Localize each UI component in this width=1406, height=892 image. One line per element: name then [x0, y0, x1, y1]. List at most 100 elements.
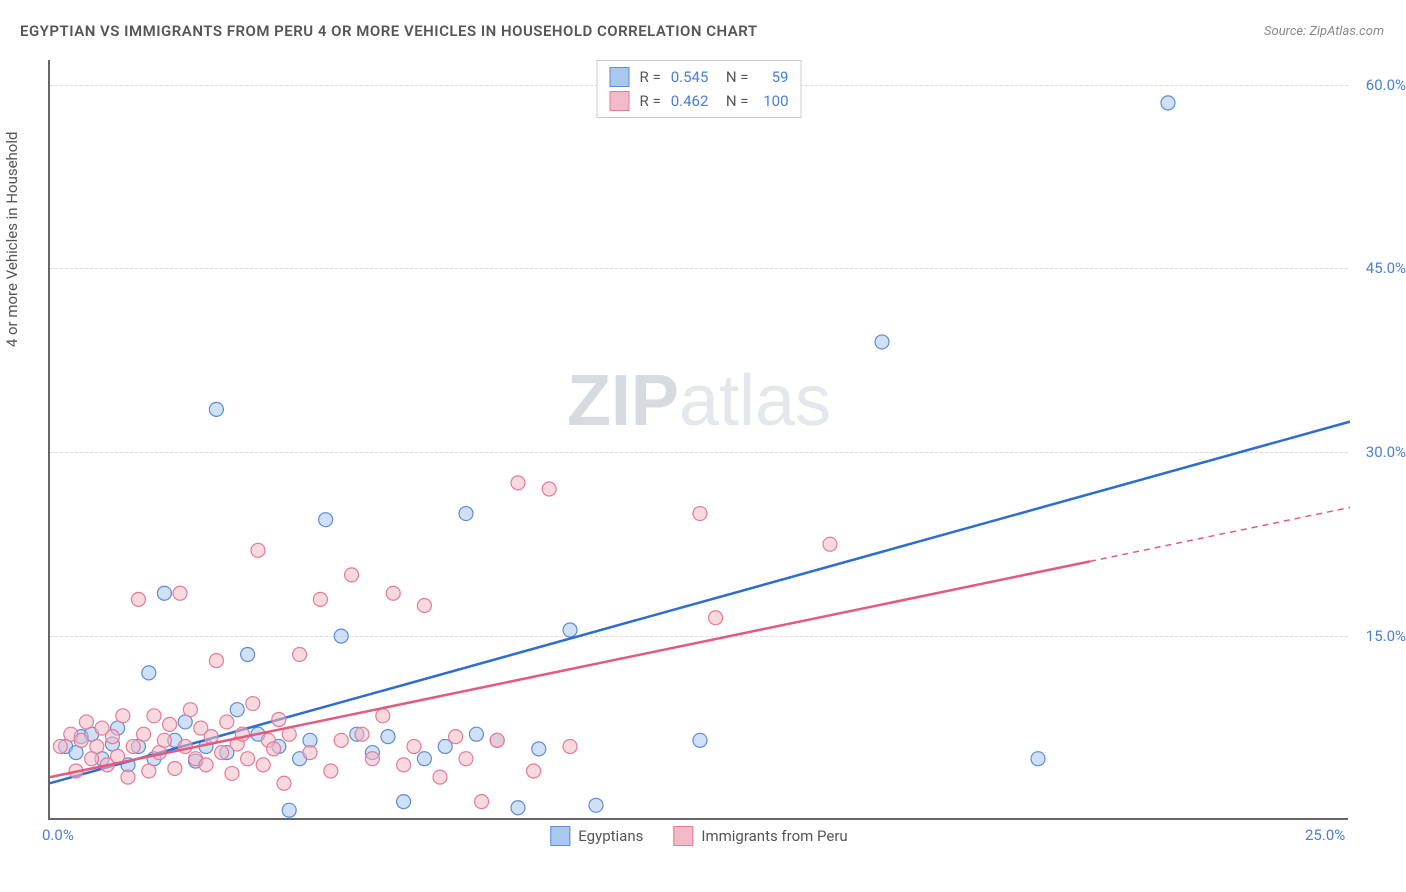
scatter-point — [293, 648, 307, 662]
legend-row-1: R = 0.462 N = 100 — [610, 89, 789, 113]
x-tick-label: 25.0% — [1305, 826, 1345, 844]
scatter-point — [376, 709, 390, 723]
scatter-point — [251, 543, 265, 557]
r-label: R = — [640, 68, 661, 86]
scatter-point — [183, 703, 197, 717]
scatter-point — [589, 798, 603, 812]
scatter-point — [527, 764, 541, 778]
scatter-point — [277, 776, 291, 790]
scatter-point — [178, 739, 192, 753]
scatter-point — [256, 758, 270, 772]
scatter-point — [397, 758, 411, 772]
scatter-point — [511, 476, 525, 490]
source-name: ZipAtlas.com — [1309, 24, 1384, 39]
scatter-point — [563, 739, 577, 753]
scatter-point — [693, 733, 707, 747]
bottom-legend: Egyptians Immigrants from Peru — [550, 826, 847, 846]
bottom-legend-label-0: Egyptians — [578, 827, 643, 845]
scatter-point — [126, 739, 140, 753]
scatter-point — [116, 709, 130, 723]
scatter-point — [407, 739, 421, 753]
scatter-point — [241, 752, 255, 766]
chart-title: EGYPTIAN VS IMMIGRANTS FROM PERU 4 OR MO… — [20, 22, 758, 40]
scatter-point — [142, 764, 156, 778]
y-tick-label: 15.0% — [1366, 627, 1406, 645]
scatter-point — [241, 648, 255, 662]
r-label: R = — [640, 92, 661, 110]
x-tick-label: 0.0% — [42, 826, 74, 844]
n-value-0: 59 — [759, 68, 789, 86]
legend-swatch-0 — [610, 67, 630, 87]
scatter-point — [173, 586, 187, 600]
scatter-point — [225, 766, 239, 780]
scatter-point — [1161, 96, 1175, 110]
bottom-legend-label-1: Immigrants from Peru — [701, 827, 847, 845]
scatter-point — [386, 586, 400, 600]
scatter-point — [324, 764, 338, 778]
scatter-point — [459, 507, 473, 521]
scatter-point — [230, 703, 244, 717]
scatter-point — [345, 568, 359, 582]
scatter-point — [313, 592, 327, 606]
scatter-point — [74, 733, 88, 747]
y-axis-label: 4 or more Vehicles in Household — [3, 132, 21, 348]
legend-swatch-icon — [673, 826, 693, 846]
scatter-point — [542, 482, 556, 496]
scatter-point — [79, 715, 93, 729]
bottom-legend-item-1: Immigrants from Peru — [673, 826, 847, 846]
y-tick-label: 60.0% — [1366, 76, 1406, 94]
scatter-point — [142, 666, 156, 680]
scatter-point — [355, 727, 369, 741]
scatter-point — [433, 770, 447, 784]
scatter-point — [246, 697, 260, 711]
trend-line-dashed — [1090, 507, 1350, 561]
scatter-point — [157, 586, 171, 600]
scatter-point — [475, 795, 489, 809]
scatter-point — [168, 762, 182, 776]
plot-area: ZIPatlas 15.0%30.0%45.0%60.0% R = 0.545 … — [48, 60, 1348, 820]
scatter-point — [511, 801, 525, 815]
scatter-point — [709, 611, 723, 625]
scatter-point — [532, 742, 546, 756]
scatter-point — [267, 742, 281, 756]
legend-row-0: R = 0.545 N = 59 — [610, 65, 789, 89]
scatter-point — [282, 803, 296, 817]
scatter-point — [209, 654, 223, 668]
scatter-point — [397, 795, 411, 809]
bottom-legend-item-0: Egyptians — [550, 826, 643, 846]
scatter-point — [53, 739, 67, 753]
scatter-point — [823, 537, 837, 551]
scatter-point — [417, 752, 431, 766]
scatter-point — [693, 507, 707, 521]
scatter-point — [199, 758, 213, 772]
scatter-point — [334, 629, 348, 643]
scatter-point — [303, 746, 317, 760]
n-label: N = — [718, 68, 748, 86]
scatter-point — [875, 335, 889, 349]
scatter-point — [105, 730, 119, 744]
r-value-0: 0.545 — [671, 68, 709, 86]
n-value-1: 100 — [759, 92, 789, 110]
scatter-point — [469, 727, 483, 741]
scatter-point — [220, 715, 234, 729]
scatter-point — [1031, 752, 1045, 766]
scatter-point — [334, 733, 348, 747]
scatter-point — [490, 733, 504, 747]
source-prefix: Source: — [1264, 24, 1309, 39]
scatter-point — [563, 623, 577, 637]
scatter-plot-svg — [50, 60, 1348, 818]
n-label: N = — [718, 92, 748, 110]
r-value-1: 0.462 — [671, 92, 709, 110]
scatter-point — [365, 752, 379, 766]
scatter-point — [90, 739, 104, 753]
legend-swatch-icon — [550, 826, 570, 846]
scatter-point — [131, 592, 145, 606]
scatter-point — [163, 717, 177, 731]
y-tick-label: 30.0% — [1366, 443, 1406, 461]
correlation-legend: R = 0.545 N = 59 R = 0.462 N = 100 — [597, 60, 802, 118]
scatter-point — [417, 598, 431, 612]
scatter-point — [147, 709, 161, 723]
scatter-point — [381, 730, 395, 744]
scatter-point — [272, 712, 286, 726]
scatter-point — [157, 733, 171, 747]
